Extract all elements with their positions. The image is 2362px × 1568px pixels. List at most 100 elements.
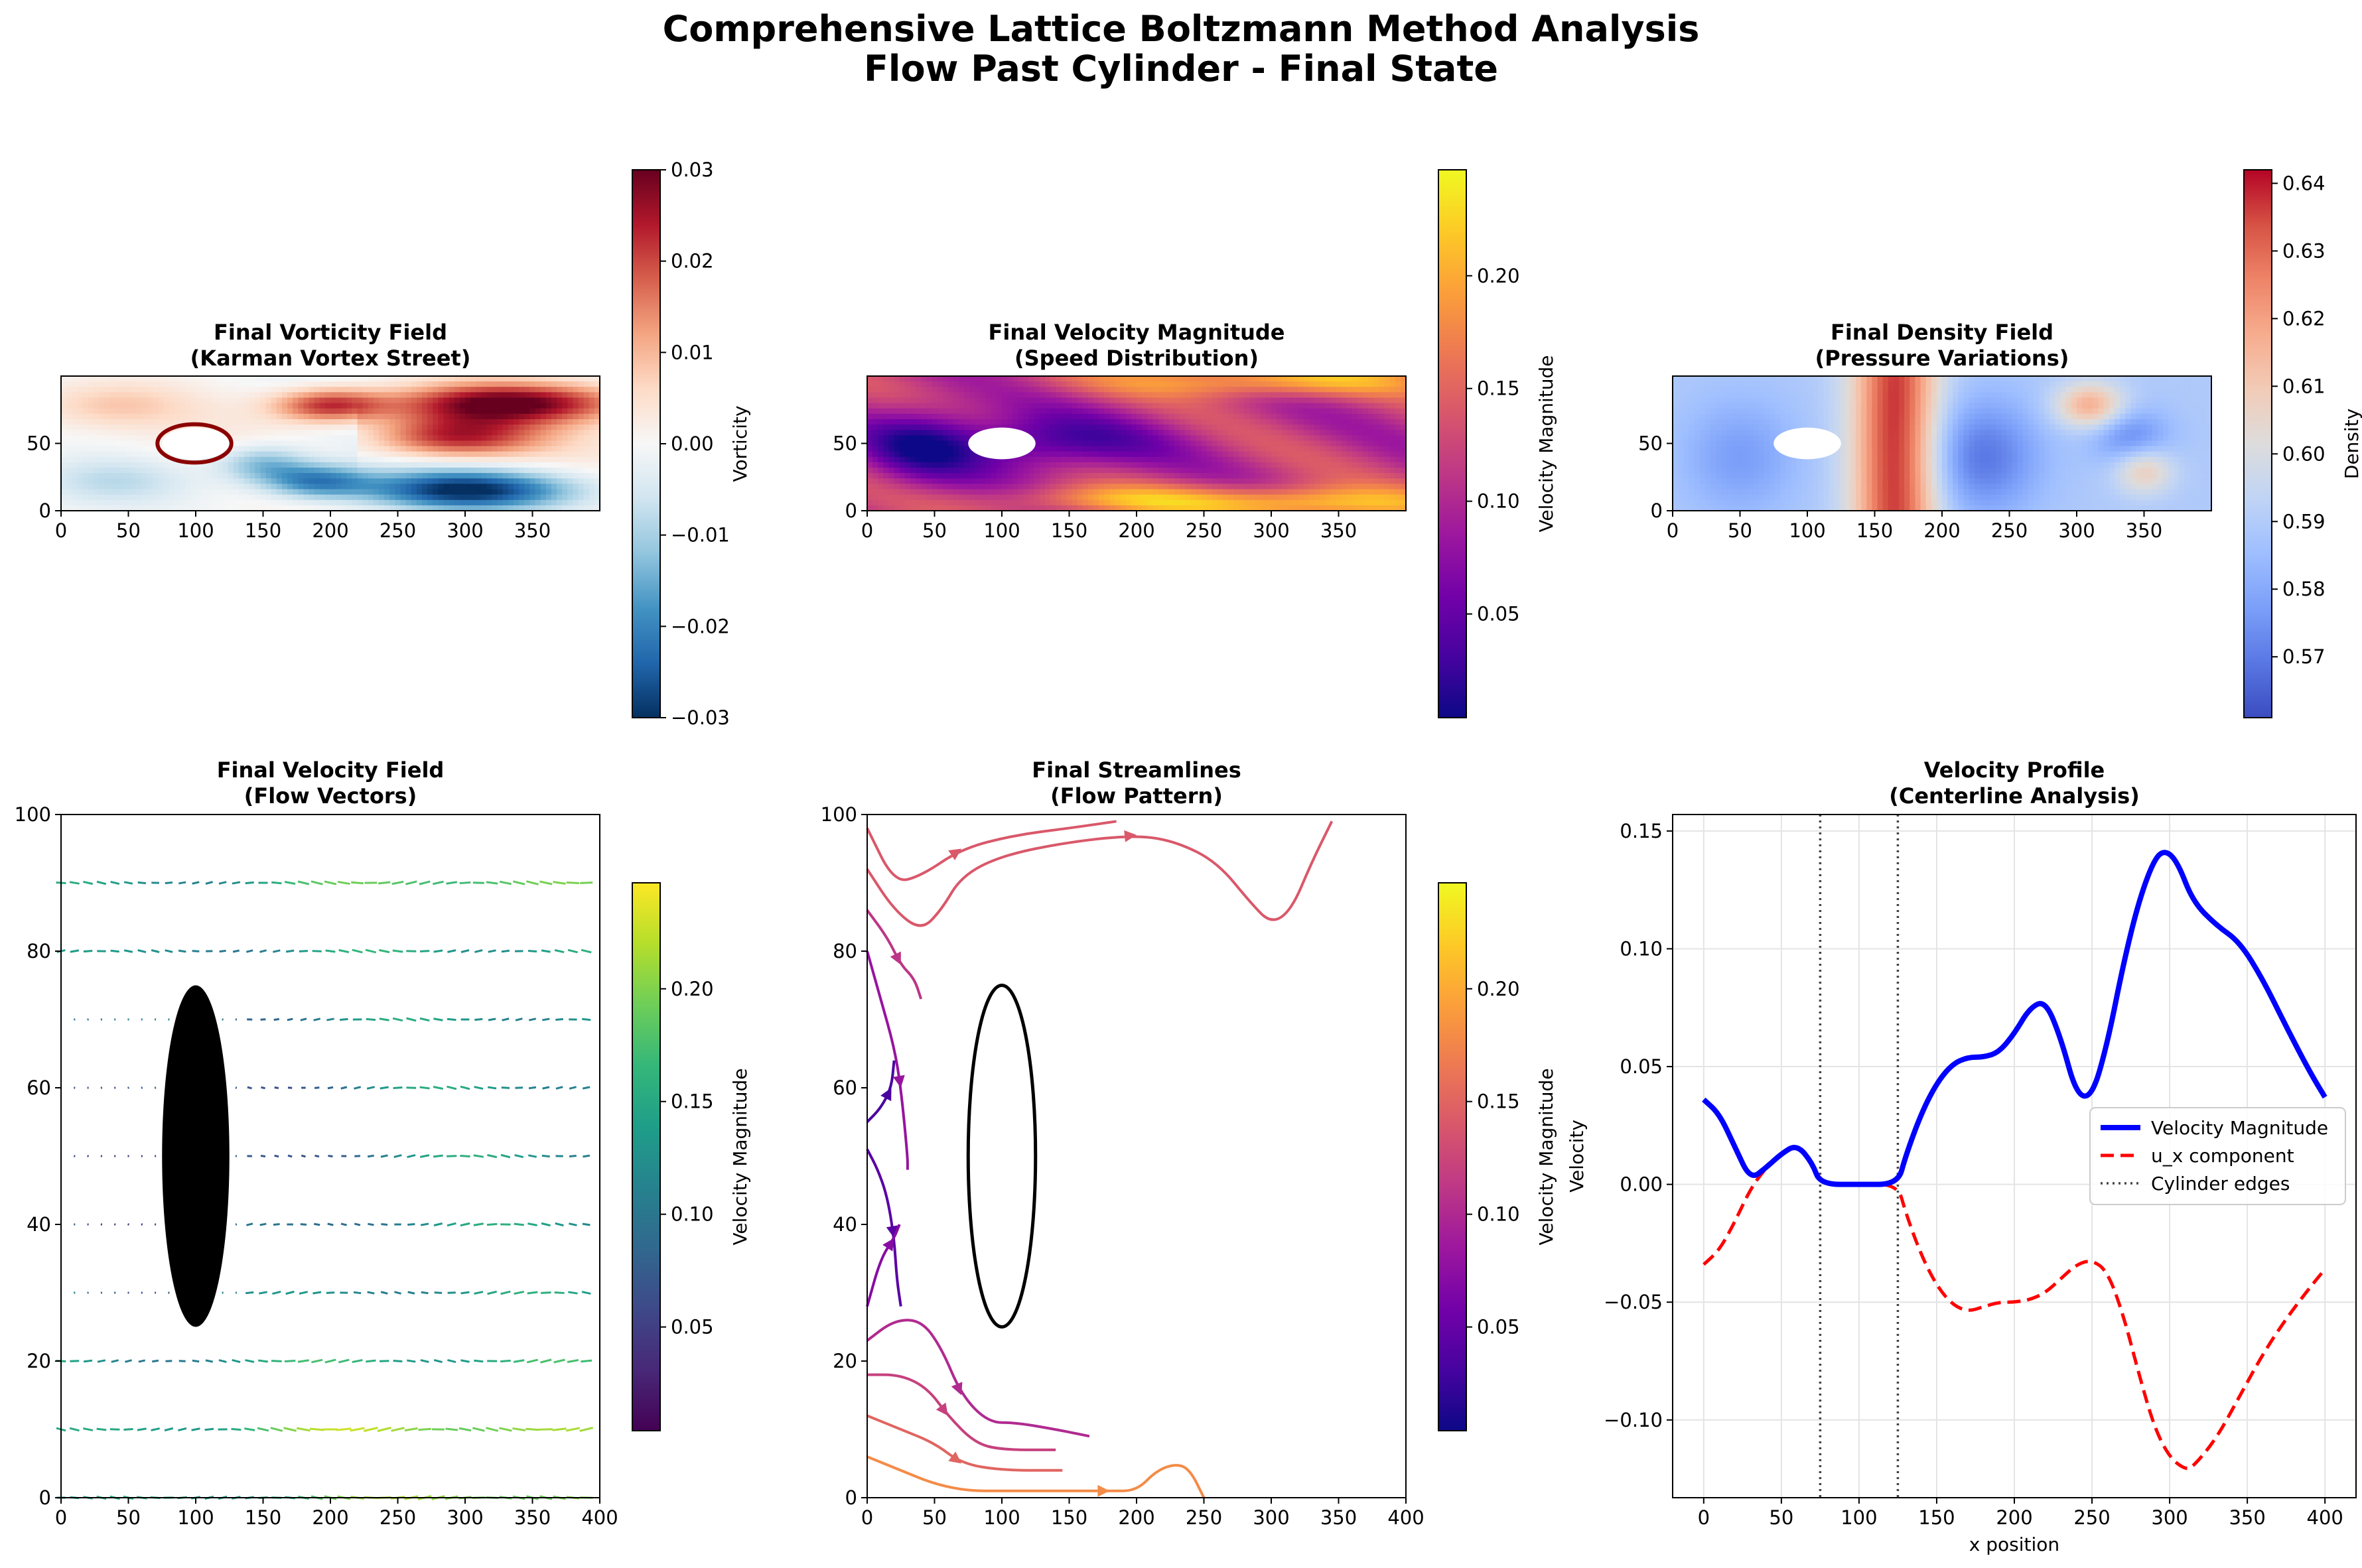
heatmap-cell	[1233, 494, 1239, 501]
heatmap-cell	[1249, 387, 1256, 393]
heatmap-cell	[233, 392, 240, 399]
heatmap-cell	[1308, 425, 1315, 430]
heatmap-cell	[1389, 376, 1396, 382]
heatmap-cell	[465, 484, 471, 490]
heatmap-cell	[508, 462, 514, 468]
heatmap-cell	[942, 473, 949, 479]
heatmap-cell	[878, 397, 884, 404]
heatmap-cell	[373, 413, 380, 420]
heatmap-cell	[1190, 413, 1196, 420]
heatmap-cell	[519, 392, 525, 399]
heatmap-cell	[1325, 430, 1331, 436]
heatmap-cell	[1217, 387, 1223, 393]
heatmap-cell	[1099, 494, 1105, 501]
heatmap-cell	[872, 484, 878, 490]
heatmap-cell	[975, 473, 981, 479]
heatmap-cell	[1099, 419, 1105, 425]
heatmap-cell	[1137, 456, 1143, 463]
heatmap-cell	[964, 494, 970, 501]
heatmap-cell	[545, 440, 552, 447]
heatmap-cell	[179, 494, 186, 501]
heatmap-cell	[125, 403, 132, 409]
heatmap-cell	[1379, 473, 1385, 479]
heatmap-cell	[352, 494, 358, 501]
heatmap-cell	[222, 381, 229, 387]
heatmap-cell	[422, 440, 428, 447]
heatmap-cell	[373, 451, 380, 458]
heatmap-cell	[910, 446, 916, 452]
heatmap-cell	[1330, 451, 1337, 458]
heatmap-cell	[422, 451, 428, 458]
heatmap-cell	[535, 499, 541, 506]
heatmap-cell	[433, 387, 439, 393]
heatmap-cell	[1056, 425, 1062, 430]
heatmap-cell	[454, 484, 460, 490]
heatmap-cell	[502, 425, 509, 430]
heatmap-cell	[1260, 408, 1267, 415]
heatmap-cell	[1308, 392, 1315, 399]
heatmap-cell	[271, 392, 277, 399]
heatmap-cell	[1303, 468, 1310, 474]
heatmap-cell	[373, 435, 380, 442]
heatmap-cell	[411, 505, 417, 511]
heatmap-cell	[115, 387, 121, 393]
heatmap-cell	[529, 413, 536, 420]
heatmap-cell	[276, 381, 283, 387]
heatmap-cell	[1147, 419, 1153, 425]
heatmap-cell	[1007, 387, 1013, 393]
heatmap-cell	[104, 392, 110, 399]
heatmap-cell	[1271, 392, 1277, 399]
heatmap-xtick-label: 100	[177, 519, 214, 542]
heatmap-cell	[238, 387, 245, 393]
heatmap-cell	[1308, 408, 1315, 415]
heatmap-cell	[1298, 478, 1304, 484]
heatmap-cell	[1400, 484, 1407, 490]
heatmap-cell	[454, 381, 460, 387]
heatmap-cell	[228, 489, 234, 495]
heatmap-cell	[1179, 419, 1186, 425]
heatmap-cell	[926, 419, 933, 425]
heatmap-cell	[545, 397, 552, 404]
heatmap-cell	[131, 430, 137, 436]
heatmap-cell	[1185, 494, 1191, 501]
heatmap-cell	[416, 381, 423, 387]
heatmap-cell	[1061, 408, 1068, 415]
heatmap-cell	[1039, 397, 1046, 404]
heatmap-cell	[1222, 435, 1229, 442]
heatmap-cell	[260, 403, 267, 409]
heatmap-cell	[1120, 451, 1127, 458]
heatmap-cell	[932, 478, 938, 484]
heatmap-cell	[1233, 392, 1239, 399]
heatmap-cell	[163, 408, 169, 415]
heatmap-cell	[1346, 430, 1353, 436]
heatmap-cell	[545, 484, 552, 490]
heatmap-cell	[1056, 440, 1062, 447]
heatmap-cell	[1222, 446, 1229, 452]
heatmap-cell	[926, 478, 933, 484]
heatmap-cell	[82, 381, 89, 387]
heatmap-cell	[61, 499, 67, 506]
heatmap-cell	[1352, 462, 1358, 468]
heatmap-cell	[486, 387, 493, 393]
heatmap-cell	[244, 473, 250, 479]
heatmap-cell	[233, 456, 240, 463]
heatmap-cell	[427, 430, 433, 436]
heatmap-cell	[276, 387, 283, 393]
heatmap-cell	[427, 478, 433, 484]
heatmap-cell	[336, 376, 342, 382]
heatmap-cell	[1115, 478, 1121, 484]
heatmap-cell	[1357, 468, 1363, 474]
heatmap-cell	[260, 392, 267, 399]
heatmap-cell	[72, 499, 78, 506]
heatmap-cell	[314, 462, 320, 468]
heatmap-cell	[1061, 462, 1068, 468]
heatmap-cell	[1389, 425, 1396, 430]
heatmap-cell	[502, 473, 509, 479]
heatmap-cell	[1018, 462, 1024, 468]
heatmap-cell	[1379, 462, 1385, 468]
heatmap-cell	[1066, 413, 1073, 420]
heatmap-cell	[1018, 413, 1024, 420]
heatmap-cell	[953, 446, 959, 452]
heatmap-cell	[1201, 451, 1208, 458]
heatmap-cell	[1190, 387, 1196, 393]
